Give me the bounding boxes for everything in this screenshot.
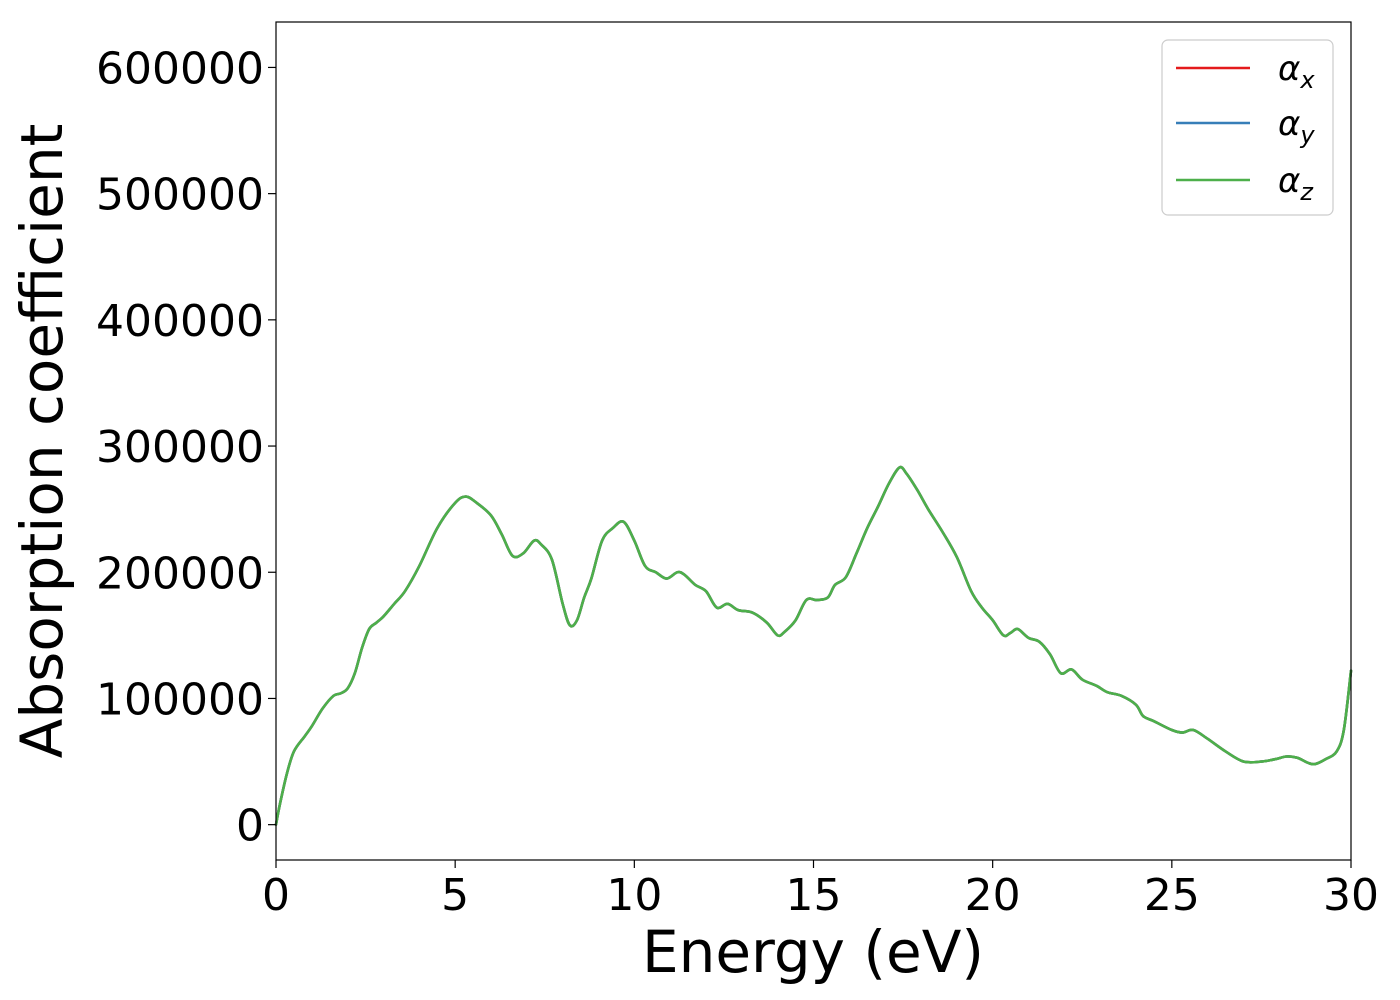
legend-symbol: α	[1278, 49, 1300, 89]
y-axis-label: Absorption coefficient	[8, 124, 76, 759]
legend-box	[1161, 39, 1334, 216]
legend-symbol: α	[1278, 161, 1300, 201]
legend-subscript: y	[1299, 121, 1315, 149]
x-tick-label: 15	[786, 870, 842, 921]
series-layer	[274, 465, 1353, 826]
y-tick-label: 400000	[96, 296, 264, 347]
legend-subscript: z	[1299, 178, 1314, 206]
y-axis-ticks: 0 100000 200000 300000 400000 500000 600000	[96, 43, 276, 852]
x-axis-label: Energy (eV)	[642, 918, 984, 986]
x-tick-label: 10	[606, 870, 662, 921]
y-tick-label: 0	[236, 801, 264, 852]
legend-symbol: α	[1278, 104, 1300, 144]
series-line-αy	[274, 465, 1353, 826]
legend-label: αx	[1278, 49, 1315, 94]
legend-label: αy	[1278, 104, 1315, 149]
x-tick-label: 5	[441, 870, 469, 921]
y-tick-label: 500000	[96, 170, 264, 221]
legend-label: αz	[1278, 161, 1314, 206]
y-tick-label: 100000	[96, 674, 264, 725]
x-axis-ticks: 0 5 10 15 20 25 30	[262, 860, 1379, 921]
series-line-αz	[274, 465, 1353, 826]
x-tick-label: 20	[965, 870, 1021, 921]
y-tick-label: 600000	[96, 43, 264, 94]
y-tick-label: 300000	[96, 422, 264, 473]
legend-subscript: x	[1299, 66, 1315, 94]
series-line-αx	[274, 465, 1353, 826]
y-tick-label: 200000	[96, 548, 264, 599]
x-tick-label: 0	[262, 870, 290, 921]
x-tick-label: 25	[1144, 870, 1200, 921]
x-tick-label: 30	[1323, 870, 1379, 921]
